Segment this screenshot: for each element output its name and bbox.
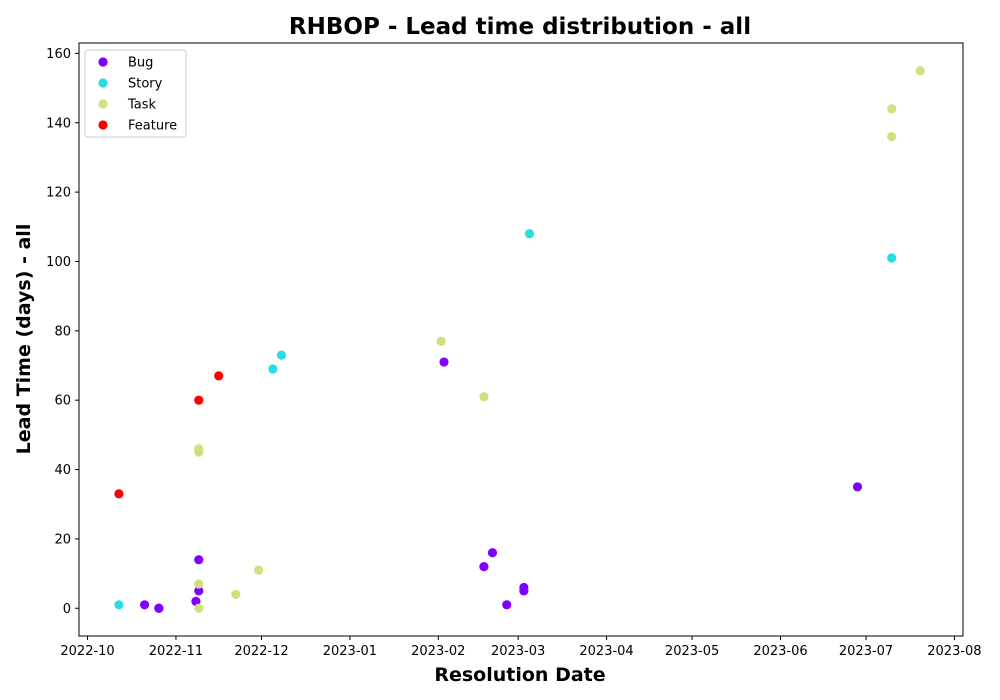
legend-box bbox=[84, 49, 187, 138]
task-point bbox=[436, 336, 446, 346]
story-point bbox=[887, 253, 897, 263]
x-tick-label: 2022-12 bbox=[234, 644, 288, 659]
story-point bbox=[114, 600, 124, 610]
x-tick-label: 2023-01 bbox=[323, 644, 377, 659]
y-tick-label: 120 bbox=[46, 186, 71, 201]
legend-marker-task bbox=[98, 99, 108, 109]
legend-label-task: Task bbox=[127, 98, 157, 113]
bug-point bbox=[479, 562, 489, 572]
legend-label-feature: Feature bbox=[128, 119, 177, 134]
legend-label-bug: Bug bbox=[128, 56, 153, 71]
y-tick-label: 160 bbox=[46, 47, 71, 62]
x-tick-label: 2023-03 bbox=[491, 644, 545, 659]
bug-point bbox=[852, 482, 863, 492]
task-point bbox=[887, 132, 897, 142]
legend-label-story: Story bbox=[128, 77, 163, 92]
y-tick-label: 80 bbox=[54, 324, 71, 339]
y-tick-label: 100 bbox=[46, 255, 71, 270]
story-point bbox=[524, 229, 535, 239]
task-point bbox=[915, 66, 925, 76]
task-point bbox=[887, 104, 897, 114]
y-tick-label: 60 bbox=[54, 394, 71, 409]
bug-point bbox=[487, 548, 498, 558]
bug-point bbox=[191, 596, 201, 606]
bug-point bbox=[519, 582, 529, 593]
legend-marker-bug bbox=[98, 57, 108, 67]
feature-point bbox=[114, 489, 124, 499]
x-tick-label: 2023-04 bbox=[579, 644, 633, 659]
legend-marker-feature bbox=[98, 120, 108, 130]
bug-point bbox=[502, 600, 512, 610]
y-tick-label: 20 bbox=[54, 532, 71, 547]
task-point bbox=[254, 565, 264, 575]
x-tick-label: 2022-11 bbox=[149, 644, 203, 659]
x-axis-label: Resolution Date bbox=[434, 664, 605, 686]
task-point bbox=[231, 589, 241, 599]
x-tick-label: 2023-05 bbox=[665, 644, 719, 659]
bug-point bbox=[139, 600, 150, 610]
plot-area bbox=[78, 42, 964, 637]
bug-point bbox=[194, 555, 204, 565]
task-point bbox=[194, 579, 204, 589]
x-tick-label: 2022-10 bbox=[60, 644, 114, 659]
bug-point bbox=[154, 603, 164, 613]
story-point bbox=[268, 364, 278, 374]
y-axis: 0 20 40 60 80 100 120 140 160 bbox=[46, 47, 79, 617]
legend-marker-story bbox=[98, 78, 108, 88]
story-point bbox=[276, 350, 287, 360]
task-point bbox=[194, 444, 204, 454]
x-axis: 2022-10 2022-11 2022-12 2023-01 2023-02 2023-… bbox=[60, 636, 982, 659]
feature-point bbox=[194, 395, 204, 405]
y-axis-label: Lead Time (days) - all bbox=[13, 224, 35, 455]
bug-point bbox=[194, 586, 204, 596]
x-tick-label: 2023-07 bbox=[839, 644, 893, 659]
y-tick-label: 40 bbox=[54, 463, 71, 478]
y-tick-label: 0 bbox=[63, 602, 71, 617]
y-tick-label: 140 bbox=[46, 116, 71, 131]
data-points bbox=[114, 66, 925, 613]
bug-point bbox=[439, 357, 449, 367]
feature-point bbox=[214, 371, 224, 381]
task-point bbox=[479, 392, 489, 402]
x-tick-label: 2023-06 bbox=[753, 644, 807, 659]
legend: Bug Story Task Feature bbox=[84, 49, 187, 138]
x-tick-label: 2023-08 bbox=[927, 644, 981, 659]
task-point bbox=[194, 603, 204, 613]
chart-title: RHBOP - Lead time distribution - all bbox=[289, 14, 751, 40]
x-tick-label: 2023-02 bbox=[411, 644, 465, 659]
